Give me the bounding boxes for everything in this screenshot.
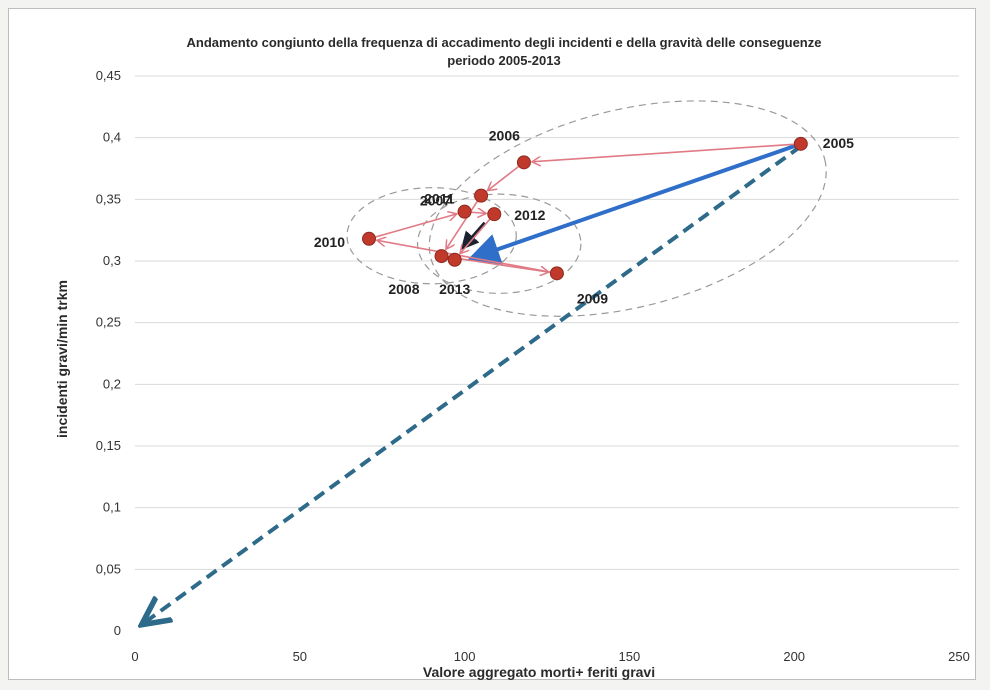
y-tick-label: 0,45	[96, 68, 121, 83]
cluster-ellipse	[416, 193, 582, 294]
x-tick-label: 150	[619, 649, 641, 664]
y-tick-label: 0,35	[96, 191, 121, 206]
y-tick-label: 0,2	[103, 376, 121, 391]
scatter-chart: 0 0,05 0,1 0,15 0,2 0,25 0,3 0,35 0,4 0,45 0 50 100 1…	[54, 35, 970, 680]
x-tick-label: 0	[131, 649, 138, 664]
trajectory-segment	[446, 201, 478, 248]
point-label-2009: 2009	[577, 290, 608, 306]
target-arrow	[145, 144, 802, 622]
data-point-2008	[434, 249, 449, 264]
data-point-2009	[549, 266, 564, 281]
point-label-2010: 2010	[314, 234, 345, 250]
point-label-2011: 2011	[424, 191, 455, 207]
x-tick-label: 200	[783, 649, 805, 664]
trajectory-segment	[471, 212, 486, 213]
point-label-2006: 2006	[489, 127, 520, 143]
x-tick-label: 50	[293, 649, 307, 664]
chart-frame: 0 0,05 0,1 0,15 0,2 0,25 0,3 0,35 0,4 0,45 0 50 100 1…	[8, 8, 976, 680]
x-axis-title: Valore aggregato morti+ feriti gravi	[423, 664, 655, 680]
chart-title: Andamento congiunto della frequenza di a…	[187, 35, 822, 50]
trajectory-segment	[378, 240, 551, 273]
cluster-ellipse	[428, 100, 827, 317]
data-point-2006	[516, 155, 531, 170]
data-point-2012	[487, 207, 502, 222]
y-tick-label: 0,4	[103, 130, 121, 145]
x-tick-label: 100	[454, 649, 476, 664]
y-tick-label: 0,15	[96, 438, 121, 453]
y-tick-label: 0,25	[96, 315, 121, 330]
point-label-2012: 2012	[514, 207, 545, 223]
chart-subtitle: periodo 2005-2013	[447, 53, 560, 68]
data-point-2011	[457, 204, 472, 219]
y-axis-title: incidenti gravi/min trkm	[54, 280, 70, 438]
data-point-2005	[793, 136, 808, 151]
trajectory-segment	[461, 218, 491, 253]
data-point-2007	[474, 188, 489, 203]
trend-arrow	[467, 141, 802, 265]
pointer-arrow	[460, 221, 486, 251]
data-point-2010	[362, 231, 377, 246]
x-tick-label: 250	[948, 649, 970, 664]
trajectory-segment	[488, 165, 519, 190]
point-label-2008: 2008	[388, 281, 419, 297]
point-label-2007: 2007	[420, 193, 451, 209]
trajectory-segment	[375, 214, 456, 238]
cluster-ellipse	[346, 187, 517, 285]
y-tick-label: 0,05	[96, 561, 121, 576]
trajectory-segment	[448, 256, 548, 272]
y-tick-label: 0	[114, 623, 121, 638]
trajectory-segment	[533, 143, 794, 161]
point-label-2013: 2013	[439, 281, 470, 297]
y-tick-label: 0,1	[103, 500, 121, 515]
data-point-2013	[447, 252, 462, 267]
y-tick-label: 0,3	[103, 253, 121, 268]
point-label-2005: 2005	[823, 135, 854, 151]
